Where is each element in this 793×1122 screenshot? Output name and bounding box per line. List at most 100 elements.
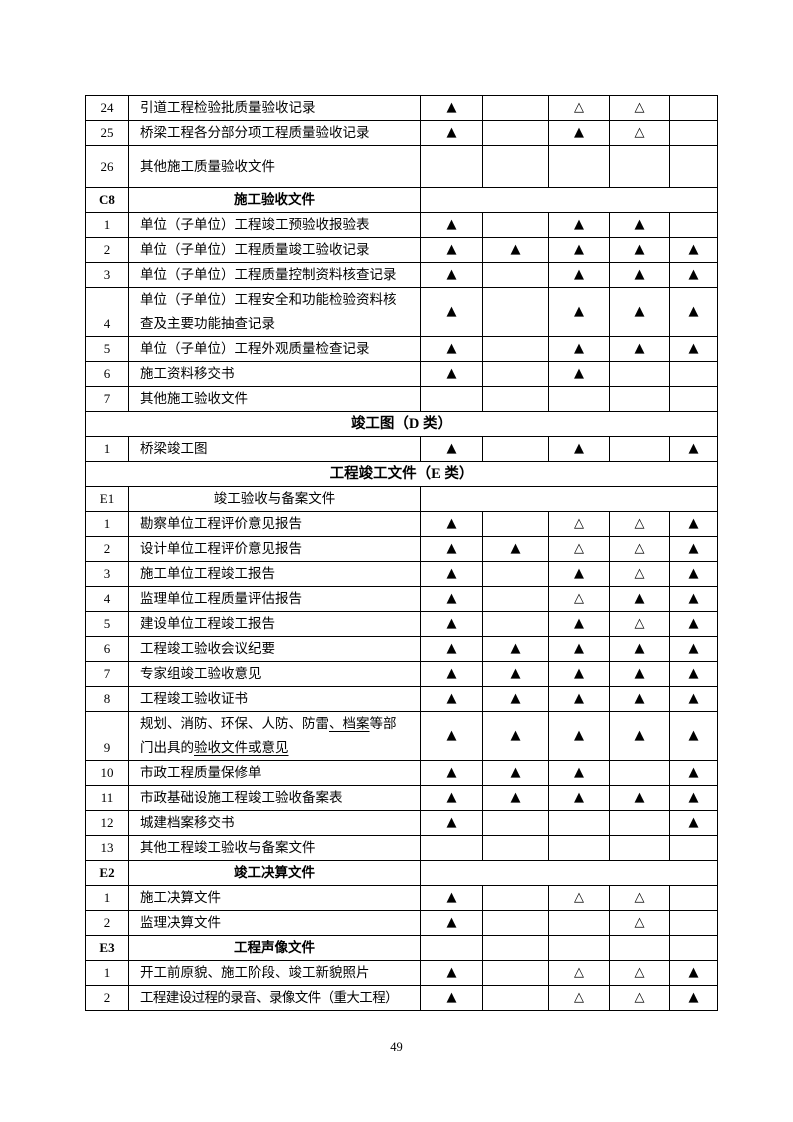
mark-empty-cell: [610, 936, 670, 960]
row-label: 工程声像文件: [129, 936, 421, 960]
mark-empty-cell: [483, 911, 549, 935]
table-row: 2 工程建设过程的录音、录像文件（重大工程） ▲ △ △ ▲: [86, 986, 717, 1010]
mark-filled-triangle-icon: ▲: [549, 637, 610, 661]
mark-filled-triangle-icon: ▲: [421, 911, 483, 935]
page-number: 49: [390, 1040, 403, 1054]
row-label: 工程建设过程的录音、录像文件（重大工程）: [129, 986, 421, 1010]
mark-empty-cell: [483, 512, 549, 536]
mark-filled-triangle-icon: ▲: [421, 121, 483, 145]
mark-filled-triangle-icon: ▲: [688, 242, 699, 257]
table-row: 1 施工决算文件 ▲ △ △: [86, 886, 717, 911]
mark-filled-triangle-icon: ▲: [421, 811, 483, 835]
row-label: 单位（子单位）工程质量竣工验收记录: [129, 238, 421, 262]
table-row: 6 施工资料移交书 ▲ ▲: [86, 362, 717, 387]
table-row: E3 工程声像文件: [86, 936, 717, 961]
mark-hollow-triangle-icon: △: [610, 911, 670, 935]
row-number: E1: [86, 487, 129, 511]
mark-empty-cell: [483, 587, 549, 611]
mark-empty-cell: [421, 387, 483, 411]
mark-filled-triangle-icon: ▲: [421, 337, 483, 361]
row-number: E3: [86, 936, 129, 960]
mark-filled-triangle-icon: ▲: [688, 666, 699, 681]
mark-filled-triangle-icon: ▲: [688, 441, 699, 456]
row-label: 桥梁竣工图: [129, 437, 421, 461]
label-segment: 等部门出具的: [140, 716, 397, 755]
mark-filled-triangle-icon: ▲: [421, 886, 483, 910]
mark-filled-triangle-icon: ▲: [421, 512, 483, 536]
mark-empty-cell: [549, 811, 610, 835]
mark-filled-triangle-icon: ▲: [688, 616, 699, 631]
row-label: 工程竣工验收会议纪要: [129, 637, 421, 661]
row-label: 施工验收文件: [129, 188, 421, 212]
row-label-text: 规划、消防、环保、人防、防雷、档案等部门出具的验收文件或意见: [140, 712, 406, 760]
mark-filled-triangle-icon: ▲: [549, 263, 610, 287]
marks-area-merged: [421, 861, 717, 885]
table-row: 3 施工单位工程竣工报告 ▲ ▲ △ ▲: [86, 562, 717, 587]
mark-filled-triangle-icon: ▲: [421, 263, 483, 287]
mark-filled-triangle-icon: ▲: [610, 637, 670, 661]
section-header-label: 竣工图（D 类）: [350, 416, 453, 432]
mark-empty-cell: [670, 911, 717, 935]
mark-hollow-triangle-icon: △: [549, 587, 610, 611]
mark-empty-cell: [421, 936, 483, 960]
mark-empty-cell: [549, 387, 610, 411]
row-number: 4: [86, 288, 129, 336]
mark-empty-cell: [549, 836, 610, 860]
row-label: 桥梁工程各分部分项工程质量验收记录: [129, 121, 421, 145]
row-label: 专家组竣工验收意见: [129, 662, 421, 686]
mark-filled-triangle-icon: ▲: [610, 238, 670, 262]
row-label: 施工决算文件: [129, 886, 421, 910]
mark-filled-triangle-icon: ▲: [688, 990, 699, 1005]
row-number: 5: [86, 337, 129, 361]
mark-empty-cell: [483, 437, 549, 461]
row-number: 24: [86, 96, 129, 120]
mark-filled-triangle-icon: ▲: [549, 337, 610, 361]
table-row: 7 专家组竣工验收意见 ▲ ▲ ▲ ▲ ▲: [86, 662, 717, 687]
row-number: 8: [86, 687, 129, 711]
table-row: 2 设计单位工程评价意见报告 ▲ ▲ △ △ ▲: [86, 537, 717, 562]
mark-empty-cell: [610, 761, 670, 785]
mark-empty-cell: [670, 213, 717, 237]
mark-hollow-triangle-icon: △: [549, 96, 610, 120]
mark-filled-triangle-icon: ▲: [688, 765, 699, 780]
table-row: 26 其他施工质量验收文件: [86, 146, 717, 188]
mark-filled-triangle-icon: ▲: [688, 815, 699, 830]
row-number: 1: [86, 437, 129, 461]
mark-filled-triangle-icon: ▲: [421, 712, 483, 760]
mark-filled-triangle-icon: ▲: [421, 437, 483, 461]
mark-hollow-triangle-icon: △: [549, 512, 610, 536]
table-row: 24 引道工程检验批质量验收记录 ▲ △ △: [86, 96, 717, 121]
mark-filled-triangle-icon: ▲: [549, 786, 610, 810]
mark-empty-cell: [483, 146, 549, 187]
row-number: 2: [86, 537, 129, 561]
mark-filled-triangle-icon: ▲: [688, 728, 699, 743]
row-label: 施工单位工程竣工报告: [129, 562, 421, 586]
mark-filled-triangle-icon: ▲: [610, 712, 670, 760]
mark-empty-cell: [483, 121, 549, 145]
underlined-label-segment: 验收文件或意见: [194, 740, 289, 755]
mark-filled-triangle-icon: ▲: [421, 213, 483, 237]
row-label: 城建档案移交书: [129, 811, 421, 835]
mark-hollow-triangle-icon: △: [549, 537, 610, 561]
mark-filled-triangle-icon: ▲: [421, 662, 483, 686]
table-row: 8 工程竣工验收证书 ▲ ▲ ▲ ▲ ▲: [86, 687, 717, 712]
row-number: 1: [86, 512, 129, 536]
row-label: 其他施工验收文件: [129, 387, 421, 411]
mark-empty-cell: [610, 146, 670, 187]
mark-hollow-triangle-icon: △: [610, 886, 670, 910]
mark-hollow-triangle-icon: △: [610, 961, 670, 985]
marks-area-merged: [421, 487, 717, 511]
mark-empty-cell: [421, 146, 483, 187]
mark-filled-triangle-icon: ▲: [483, 786, 549, 810]
row-number: 6: [86, 362, 129, 386]
mark-hollow-triangle-icon: △: [610, 562, 670, 586]
mark-empty-cell: [483, 387, 549, 411]
mark-filled-triangle-icon: ▲: [549, 612, 610, 636]
table-row: 25 桥梁工程各分部分项工程质量验收记录 ▲ ▲ △: [86, 121, 717, 146]
mark-filled-triangle-icon: ▲: [549, 213, 610, 237]
mark-empty-cell: [549, 936, 610, 960]
mark-empty-cell: [670, 836, 717, 860]
mark-filled-triangle-icon: ▲: [549, 761, 610, 785]
mark-filled-triangle-icon: ▲: [421, 986, 483, 1010]
